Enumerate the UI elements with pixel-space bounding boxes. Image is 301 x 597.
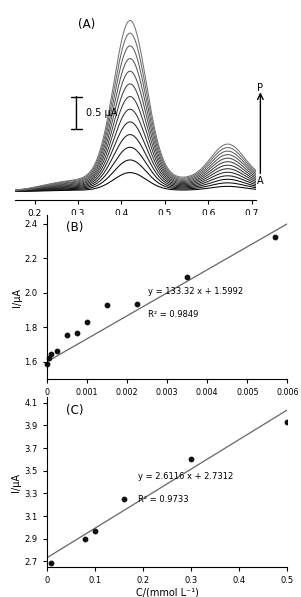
Text: (C): (C) (66, 404, 83, 417)
Point (48, 349, 53, 359)
Point (64, 330, 69, 340)
Point (49, 558, 54, 567)
Point (285, 417, 290, 427)
Point (44, 359, 49, 369)
Y-axis label: I/μA: I/μA (11, 473, 21, 491)
Point (121, 494, 126, 504)
Text: P: P (257, 82, 263, 93)
X-axis label: E/V: E/V (127, 221, 144, 231)
Point (273, 233, 278, 242)
Point (83, 534, 88, 543)
Text: A: A (257, 176, 264, 186)
Text: (B): (B) (66, 221, 83, 235)
Text: 0.5 μA: 0.5 μA (86, 107, 117, 118)
Text: R² = 0.9849: R² = 0.9849 (148, 310, 198, 319)
Point (104, 300, 109, 310)
Point (54, 346, 59, 355)
Point (92, 526, 97, 536)
X-axis label: C/(mmol L⁻¹): C/(mmol L⁻¹) (136, 400, 198, 410)
Point (185, 272, 190, 282)
Point (189, 454, 194, 464)
Point (46, 353, 51, 363)
Y-axis label: I/μA: I/μA (12, 288, 22, 306)
Text: y = 2.6116 x + 2.7312: y = 2.6116 x + 2.7312 (138, 472, 233, 481)
Text: R² = 0.9733: R² = 0.9733 (138, 496, 189, 504)
Text: (A): (A) (78, 17, 95, 30)
Point (74, 328, 79, 338)
Point (84, 317, 89, 327)
Point (135, 299, 139, 309)
X-axis label: C/(mmol L⁻¹): C/(mmol L⁻¹) (136, 588, 198, 597)
Text: y = 133.32 x + 1.5992: y = 133.32 x + 1.5992 (148, 287, 243, 296)
